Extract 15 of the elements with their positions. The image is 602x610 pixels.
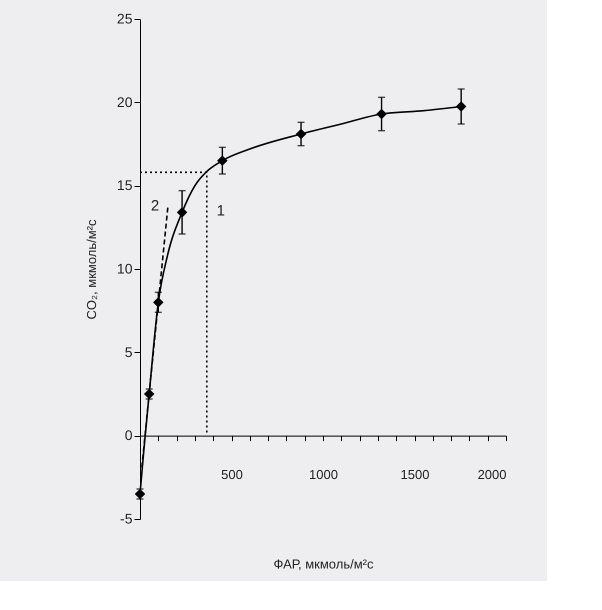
y-tick-label: 10 — [116, 260, 133, 276]
x-tick-label: 1500 — [400, 467, 430, 482]
annotation: 2 — [150, 198, 160, 215]
y-tick-label: -5 — [120, 510, 133, 526]
x-axis-title: ФАР, мкмоль/м²с — [274, 556, 374, 572]
annotation: 1 — [216, 202, 225, 220]
y-tick-label: 0 — [124, 427, 133, 444]
y-tick-label: 20 — [116, 94, 133, 110]
y-tick-label: 5 — [124, 344, 133, 360]
y-tick-label: 25 — [116, 10, 133, 26]
x-tick-label: 1000 — [309, 467, 338, 482]
x-tick-label: 2000 — [478, 467, 506, 482]
y-axis-title: CO₂, мкмоль/м²с — [84, 218, 99, 320]
y-tick-label: 15 — [116, 177, 133, 194]
x-tick-label: 500 — [221, 467, 243, 482]
